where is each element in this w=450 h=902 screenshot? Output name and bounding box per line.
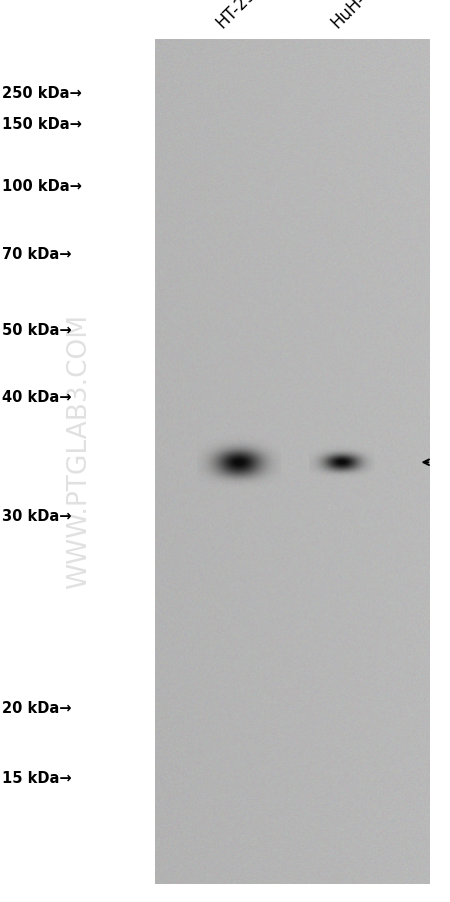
Text: 20 kDa→: 20 kDa→ <box>2 701 72 715</box>
Text: 100 kDa→: 100 kDa→ <box>2 179 82 194</box>
Text: 70 kDa→: 70 kDa→ <box>2 247 72 262</box>
Text: WWW.PTGLAB3.COM: WWW.PTGLAB3.COM <box>66 314 92 588</box>
Text: 150 kDa→: 150 kDa→ <box>2 117 82 132</box>
Text: 50 kDa→: 50 kDa→ <box>2 323 72 337</box>
Text: HuH-7: HuH-7 <box>327 0 377 32</box>
Text: 40 kDa→: 40 kDa→ <box>2 390 72 404</box>
Text: HT-29: HT-29 <box>212 0 259 32</box>
Text: 15 kDa→: 15 kDa→ <box>2 770 72 785</box>
Text: 250 kDa→: 250 kDa→ <box>2 86 82 100</box>
Text: 30 kDa→: 30 kDa→ <box>2 509 72 523</box>
